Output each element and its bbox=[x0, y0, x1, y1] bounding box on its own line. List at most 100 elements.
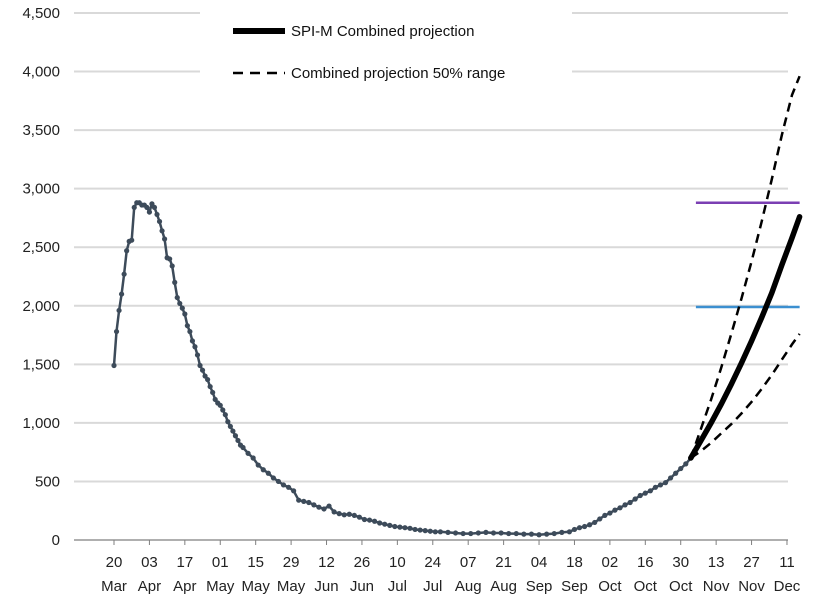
x-tick-day: 03 bbox=[141, 554, 158, 571]
observed-data-point bbox=[270, 475, 276, 481]
observed-data-point bbox=[490, 530, 497, 536]
y-axis: 0 500 1,000 1,500 2,000 2,500 3,000 3,500 4,000 4… bbox=[22, 5, 60, 549]
observed-data-point bbox=[366, 517, 373, 523]
observed-data-point bbox=[121, 271, 127, 277]
observed-data-point bbox=[351, 512, 357, 519]
observed-data-point bbox=[521, 531, 527, 537]
x-axis: 20 Mar 03 Apr 17 Apr 01 May 15 May 29 May 12 Jun 26 Jun… bbox=[74, 539, 801, 595]
observed-data-point bbox=[275, 478, 282, 485]
observed-data-point bbox=[230, 428, 236, 434]
observed-data-point bbox=[194, 352, 201, 358]
observed-data-point bbox=[559, 529, 565, 535]
observed-data-point bbox=[154, 211, 160, 218]
observed-data-point bbox=[427, 528, 433, 534]
series bbox=[111, 75, 803, 538]
observed-data-point bbox=[146, 209, 153, 215]
observed-data-point bbox=[597, 516, 603, 522]
observed-data-point bbox=[397, 524, 403, 530]
x-tick-month: May bbox=[277, 578, 306, 595]
observed-data-point bbox=[452, 530, 459, 536]
observed-data-point bbox=[301, 498, 307, 504]
observed-data-point bbox=[245, 450, 251, 456]
observed-data-point bbox=[407, 525, 413, 531]
x-tick-day: 10 bbox=[389, 554, 406, 571]
observed-data-point bbox=[184, 323, 190, 329]
x-tick-month: May bbox=[206, 578, 235, 595]
observed-data-point bbox=[124, 248, 130, 254]
x-tick-month: Sep bbox=[561, 578, 588, 595]
observed-data-point bbox=[412, 526, 418, 533]
legend-background bbox=[200, 10, 572, 92]
observed-data-point bbox=[387, 522, 393, 528]
x-tick-day: 13 bbox=[708, 554, 725, 571]
x-tick-day: 11 bbox=[779, 554, 795, 571]
legend-label-range: Combined projection 50% range bbox=[291, 65, 505, 82]
observed-data-point bbox=[151, 204, 158, 211]
observed-data-point bbox=[169, 263, 175, 269]
observed-data-point bbox=[536, 532, 542, 538]
x-tick-month: Aug bbox=[455, 578, 482, 595]
x-tick-month: Apr bbox=[173, 578, 196, 595]
x-tick-month: Apr bbox=[138, 578, 161, 595]
observed-data-point bbox=[377, 520, 383, 526]
observed-data-point bbox=[544, 531, 550, 537]
observed-data-point bbox=[131, 204, 137, 211]
y-tick-label: 4,500 bbox=[22, 5, 60, 22]
x-tick-month: Oct bbox=[669, 578, 693, 595]
y-tick-label: 0 bbox=[52, 532, 60, 549]
observed-data-point bbox=[306, 499, 312, 506]
observed-data-point bbox=[232, 433, 239, 439]
observed-data-point bbox=[129, 237, 135, 243]
observed-data-point bbox=[513, 530, 519, 537]
observed-data-point bbox=[331, 509, 337, 515]
observed-data-point bbox=[336, 511, 342, 517]
x-tick-day: 26 bbox=[354, 554, 371, 571]
y-tick-label: 3,000 bbox=[22, 181, 60, 198]
observed-data-point bbox=[432, 529, 438, 535]
x-tick-month: Jun bbox=[314, 578, 338, 595]
observed-data-point bbox=[225, 419, 231, 425]
observed-data-point bbox=[668, 475, 674, 481]
observed-data-point bbox=[291, 488, 297, 494]
observed-data-point bbox=[392, 523, 398, 530]
observed-data-point bbox=[632, 496, 638, 502]
y-tick-label: 4,000 bbox=[22, 64, 60, 81]
x-tick-month: Jun bbox=[350, 578, 374, 595]
x-tick-day: 17 bbox=[176, 554, 193, 571]
observed-data-point bbox=[326, 503, 332, 509]
observed-data-point bbox=[118, 291, 125, 297]
observed-data-point bbox=[250, 455, 256, 461]
observed-data-point bbox=[144, 204, 150, 211]
observed-data-point bbox=[622, 502, 628, 508]
observed-data-point bbox=[240, 444, 246, 451]
observed-data-point bbox=[627, 499, 633, 506]
observed-data-point bbox=[607, 510, 613, 516]
x-tick-day: 15 bbox=[247, 554, 264, 571]
legend-label-projection: SPI-M Combined projection bbox=[291, 23, 474, 40]
observed-data-point bbox=[156, 218, 163, 225]
observed-data-point bbox=[116, 307, 122, 314]
observed-data-point bbox=[113, 328, 120, 335]
legend: SPI-M Combined projection Combined proje… bbox=[200, 10, 572, 92]
observed-data-point bbox=[468, 530, 474, 537]
observed-data-point bbox=[612, 507, 618, 513]
projection-series-line bbox=[688, 214, 803, 461]
observed-data-point bbox=[637, 492, 643, 499]
x-tick-month: Sep bbox=[526, 578, 553, 595]
x-tick-day: 16 bbox=[637, 554, 654, 571]
observed-data-point bbox=[566, 529, 573, 535]
observed-data-point bbox=[111, 362, 117, 369]
observed-data-point bbox=[402, 525, 408, 531]
y-tick-label: 2,000 bbox=[22, 298, 60, 315]
observed-data-point bbox=[602, 512, 608, 519]
x-tick-month: Oct bbox=[598, 578, 622, 595]
observed-data-point bbox=[280, 482, 287, 488]
x-tick-day: 21 bbox=[495, 554, 512, 571]
x-tick-day: 27 bbox=[743, 554, 760, 571]
observed-data-point bbox=[192, 344, 198, 350]
x-tick-month: Nov bbox=[738, 578, 765, 595]
observed-data-point bbox=[506, 530, 512, 537]
x-tick-month: Dec bbox=[774, 578, 801, 595]
